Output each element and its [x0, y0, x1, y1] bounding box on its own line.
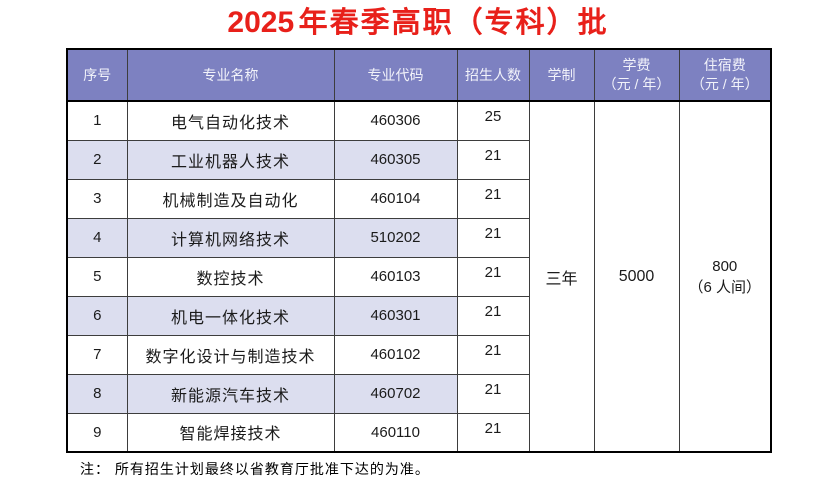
col-header-accommodation-sub: （元 / 年）: [690, 76, 759, 92]
footnote: 注： 所有招生计划最终以省教育厅批准下达的为准。: [80, 461, 430, 477]
enrollment-cell: 21: [456, 295, 530, 336]
enrollment-cell: 21: [456, 412, 530, 453]
major-name-cell: 电气自动化技术: [126, 100, 335, 141]
major-code-cell: 460102: [333, 334, 458, 375]
table-row: 1 电气自动化技术 460306 25 三年 5000 800 （6 人间）: [66, 100, 772, 453]
table-row: 9 智能焊接技术 460110 21: [66, 412, 771, 453]
major-name-cell: 机械制造及自动化: [126, 178, 335, 219]
table-row: 2 工业机器人技术 460305 21: [66, 139, 771, 180]
index-cell: 2: [66, 139, 128, 180]
col-header-tuition-sub: （元 / 年）: [602, 76, 671, 92]
major-code-cell: 460301: [333, 295, 458, 336]
admissions-table: 序号 专业名称 专业代码 招生人数 学制 学费 （元 / 年） 住宿费 （元 / 年…: [66, 48, 772, 453]
index-cell: 8: [66, 373, 128, 414]
table-row: 6 机电一体化技术 460301 21: [66, 295, 771, 336]
enrollment-cell: 21: [456, 334, 530, 375]
page-title: 2025 年春季高职（专科）批: [66, 2, 770, 49]
col-header-major-name-label: 专业名称: [202, 66, 259, 83]
major-name-cell: 工业机器人技术: [126, 139, 335, 180]
page-title-year: 2025: [227, 6, 295, 39]
col-header-duration: 学制: [528, 48, 595, 102]
accommodation-fee: 800: [712, 257, 738, 275]
index-cell: 9: [66, 412, 128, 453]
major-name-cell: 智能焊接技术: [126, 412, 335, 453]
enrollment-cell: 21: [456, 256, 530, 297]
index-cell: 3: [66, 178, 128, 219]
col-header-major-code-label: 专业代码: [367, 66, 424, 83]
enrollment-cell: 21: [456, 139, 530, 180]
duration-cell: 三年: [528, 100, 595, 453]
col-header-index: 序号: [66, 48, 128, 102]
table-row: 5 数控技术 460103 21: [66, 256, 771, 297]
col-header-enrollment: 招生人数: [456, 48, 530, 102]
col-header-accommodation-label: 住宿费: [703, 57, 746, 73]
major-name-cell: 数字化设计与制造技术: [126, 334, 335, 375]
tuition-cell: 5000: [593, 100, 680, 453]
enrollment-cell: 21: [456, 373, 530, 414]
enrollment-cell: 25: [456, 100, 530, 141]
major-name-cell: 机电一体化技术: [126, 295, 335, 336]
col-header-accommodation: 住宿费 （元 / 年）: [678, 48, 772, 102]
major-code-cell: 510202: [333, 217, 458, 258]
major-name-cell: 计算机网络技术: [126, 217, 335, 258]
major-code-cell: 460306: [333, 100, 458, 141]
col-header-tuition: 学费 （元 / 年）: [593, 48, 680, 102]
col-header-duration-label: 学制: [547, 66, 576, 83]
major-name-cell: 数控技术: [126, 256, 335, 297]
index-cell: 5: [66, 256, 128, 297]
major-code-cell: 460702: [333, 373, 458, 414]
col-header-major-code: 专业代码: [333, 48, 458, 102]
index-cell: 1: [66, 100, 128, 141]
index-cell: 7: [66, 334, 128, 375]
major-code-cell: 460305: [333, 139, 458, 180]
index-cell: 6: [66, 295, 128, 336]
major-code-cell: 460110: [333, 412, 458, 453]
table-row: 7 数字化设计与制造技术 460102 21: [66, 334, 771, 375]
accommodation-cell: 800 （6 人间）: [678, 100, 772, 453]
table-row: 4 计算机网络技术 510202 21: [66, 217, 771, 258]
header-row: 序号 专业名称 专业代码 招生人数 学制 学费 （元 / 年） 住宿费 （元 / 年…: [66, 48, 772, 102]
enrollment-cell: 21: [456, 217, 530, 258]
col-header-index-label: 序号: [83, 66, 112, 83]
col-header-enrollment-label: 招生人数: [465, 66, 521, 83]
table-row: 3 机械制造及自动化 460104 21: [66, 178, 771, 219]
col-header-tuition-label: 学费: [622, 57, 651, 73]
col-header-major-name: 专业名称: [126, 48, 335, 102]
accommodation-room-type: （6 人间）: [688, 278, 761, 296]
index-cell: 4: [66, 217, 128, 258]
major-code-cell: 460104: [333, 178, 458, 219]
page-title-text: 年春季高职（专科）批: [298, 7, 609, 39]
major-name-cell: 新能源汽车技术: [126, 373, 335, 414]
table-row: 8 新能源汽车技术 460702 21: [66, 373, 771, 414]
major-code-cell: 460103: [333, 256, 458, 297]
enrollment-cell: 21: [456, 178, 530, 219]
